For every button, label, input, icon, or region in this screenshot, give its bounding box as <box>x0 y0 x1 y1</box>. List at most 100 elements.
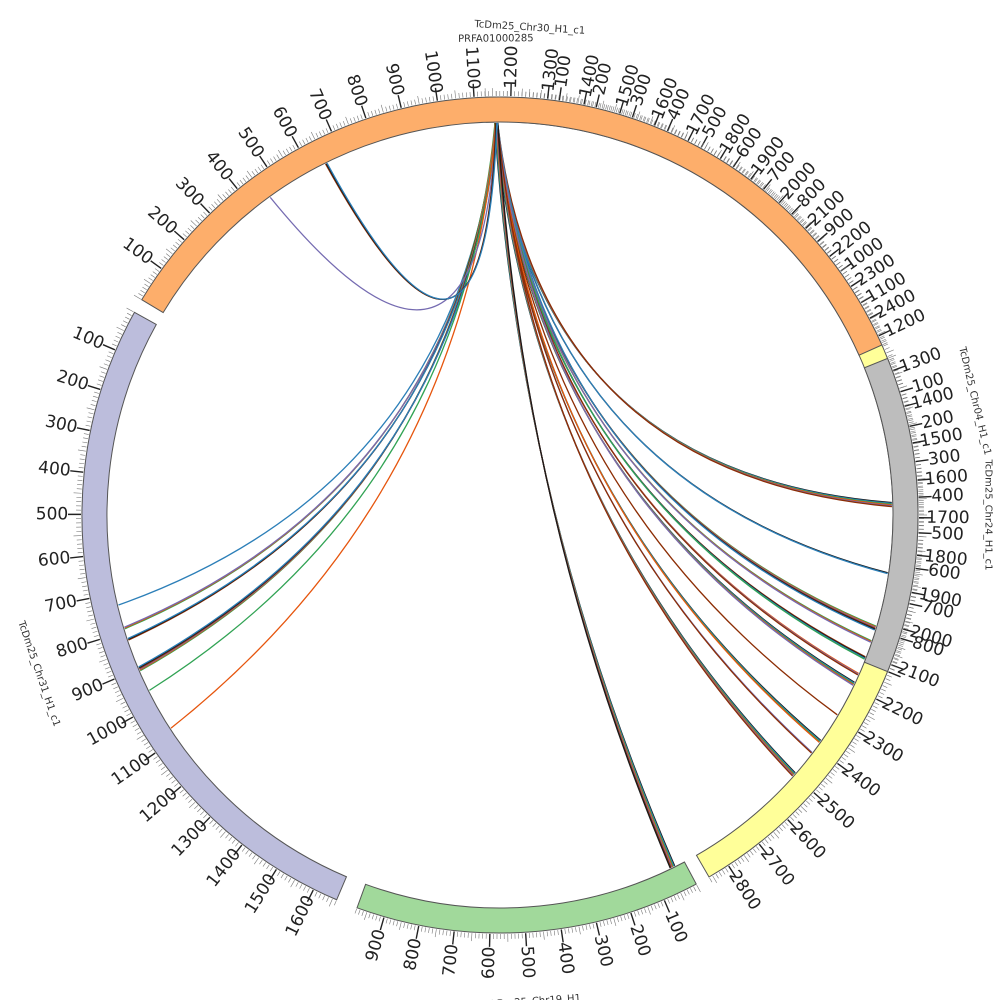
minor-tick <box>154 268 160 272</box>
minor-tick <box>214 201 218 206</box>
minor-tick <box>876 329 882 333</box>
tick-label: 1200 <box>136 784 182 827</box>
link-to-chr04 <box>495 122 855 684</box>
link-to-chr04 <box>496 122 794 776</box>
minor-tick <box>257 166 262 172</box>
minor-tick <box>90 622 96 625</box>
major-tick <box>150 260 162 270</box>
minor-tick <box>286 148 290 154</box>
minor-tick <box>371 914 374 920</box>
minor-tick <box>96 383 102 386</box>
minor-tick <box>190 225 195 229</box>
minor-tick <box>912 438 918 440</box>
minor-tick <box>105 359 111 362</box>
minor-tick <box>132 724 138 728</box>
minor-tick <box>252 854 256 860</box>
minor-tick <box>454 90 456 99</box>
minor-tick <box>610 106 613 111</box>
minor-tick <box>399 922 402 931</box>
minor-tick <box>838 264 843 269</box>
minor-tick <box>889 668 895 671</box>
major-tick <box>76 427 90 432</box>
minor-tick <box>856 735 861 739</box>
minor-tick <box>781 201 786 206</box>
minor-tick <box>322 895 325 901</box>
minor-tick <box>823 780 828 785</box>
major-tick <box>813 792 825 802</box>
minor-tick <box>902 631 908 634</box>
minor-tick <box>816 789 821 794</box>
minor-tick <box>322 129 326 135</box>
minor-tick <box>78 560 84 562</box>
minor-tick <box>315 132 319 138</box>
major-tick <box>653 113 660 126</box>
segment-chr31 <box>81 311 348 901</box>
minor-tick <box>80 454 86 456</box>
minor-tick <box>842 271 848 275</box>
minor-tick <box>82 585 88 588</box>
minor-tick <box>251 170 256 176</box>
minor-tick <box>690 888 693 893</box>
minor-tick <box>260 164 265 170</box>
major-tick <box>829 247 841 257</box>
major-tick <box>558 87 562 101</box>
minor-tick <box>81 581 87 583</box>
link-to-chr31 <box>170 122 497 729</box>
minor-tick <box>121 324 126 328</box>
major-tick <box>860 295 873 304</box>
minor-tick <box>143 278 151 284</box>
minor-tick <box>299 884 303 889</box>
minor-tick <box>608 105 611 111</box>
tick-label: 400 <box>37 458 71 481</box>
minor-tick <box>915 566 921 568</box>
minor-tick <box>917 478 926 480</box>
minor-tick <box>807 227 813 232</box>
links-layer <box>118 122 892 869</box>
minor-tick <box>710 148 714 154</box>
minor-tick <box>772 192 776 197</box>
minor-tick <box>216 199 221 204</box>
link-to-chr31 <box>127 122 498 640</box>
minor-tick <box>903 401 909 403</box>
minor-tick <box>598 102 600 108</box>
major-tick <box>170 786 182 796</box>
major-tick <box>415 925 420 939</box>
minor-tick <box>152 271 158 275</box>
tick-label: 600 <box>479 946 500 979</box>
minor-tick <box>646 117 649 123</box>
minor-tick <box>360 114 363 120</box>
minor-tick <box>804 221 811 228</box>
minor-tick <box>757 180 761 185</box>
minor-tick <box>273 156 277 161</box>
minor-tick <box>302 139 306 145</box>
minor-tick <box>628 111 631 117</box>
minor-tick <box>910 599 916 602</box>
minor-tick <box>846 277 852 281</box>
major-tick <box>102 344 116 351</box>
minor-tick <box>564 928 566 934</box>
minor-tick <box>891 362 896 365</box>
minor-tick <box>848 280 854 284</box>
minor-tick <box>245 849 249 855</box>
minor-tick <box>606 105 609 111</box>
minor-tick <box>892 660 898 664</box>
minor-tick <box>636 111 641 120</box>
minor-tick <box>592 923 595 929</box>
tick-label: 400 <box>201 147 237 185</box>
minor-tick <box>693 886 697 892</box>
major-tick <box>805 219 816 229</box>
minor-tick <box>650 119 654 125</box>
minor-tick <box>854 289 860 293</box>
major-tick <box>918 532 932 535</box>
minor-tick <box>79 568 85 571</box>
minor-tick <box>799 218 804 223</box>
minor-tick <box>882 342 888 345</box>
minor-tick <box>83 433 89 435</box>
minor-tick <box>814 235 819 239</box>
minor-tick <box>913 446 919 448</box>
minor-tick <box>621 109 624 115</box>
tick-label: 900 <box>381 62 408 98</box>
minor-tick <box>895 651 901 654</box>
minor-tick <box>111 343 117 347</box>
minor-tick <box>634 911 637 917</box>
